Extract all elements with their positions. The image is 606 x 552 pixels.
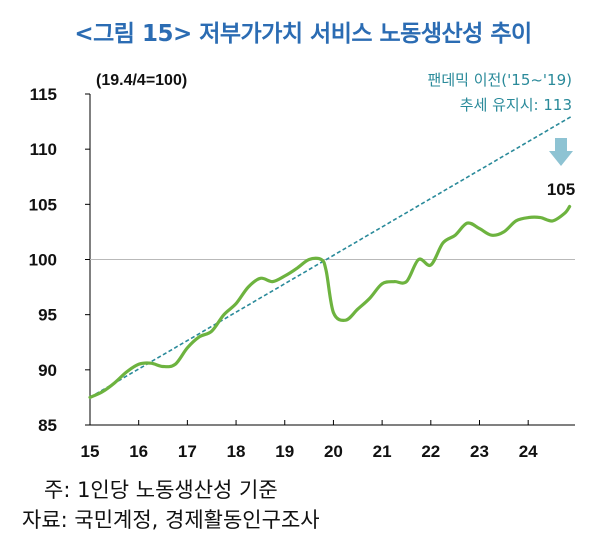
chart-title: <그림 15> 저부가가치 서비스 노동생산성 추이 xyxy=(74,21,532,47)
x-tick-label: 21 xyxy=(373,442,392,461)
y-tick-label: 110 xyxy=(30,140,57,159)
footnote-basis: 주: 1인당 노동생산성 기준 xyxy=(44,478,278,502)
end-value-label: 105 xyxy=(547,180,575,199)
y-tick-label: 115 xyxy=(30,85,57,104)
y-tick-label: 105 xyxy=(29,195,57,214)
trend-line xyxy=(89,115,573,399)
x-tick-label: 20 xyxy=(324,442,343,461)
y-tick-label: 85 xyxy=(38,416,57,435)
y-tick-label: 95 xyxy=(38,306,57,325)
footnote-source: 자료: 국민계정, 경제활동인구조사 xyxy=(22,508,320,532)
down-arrow-icon xyxy=(549,138,573,166)
x-tick-label: 18 xyxy=(227,442,246,461)
x-tick-label: 15 xyxy=(81,442,100,461)
y-tick-label: 90 xyxy=(38,361,57,380)
x-tick-label: 17 xyxy=(178,442,197,461)
y-ticks: 85 90 95 100 105 110 115 xyxy=(29,85,90,435)
x-tick-label: 16 xyxy=(129,442,148,461)
x-tick-label: 19 xyxy=(275,442,294,461)
x-tick-label: 24 xyxy=(519,442,538,461)
x-ticks: 15 16 17 18 19 20 21 22 23 24 xyxy=(81,420,538,461)
trend-annotation-line2: 추세 유지시: 113 xyxy=(460,96,572,114)
trend-annotation-line1: 팬데믹 이전('15~'19) xyxy=(428,71,572,89)
x-tick-label: 23 xyxy=(470,442,489,461)
actual-line xyxy=(88,204,572,399)
y-tick-label: 100 xyxy=(29,251,57,270)
unit-note: (19.4/4=100) xyxy=(96,72,187,89)
x-tick-label: 22 xyxy=(421,442,440,461)
